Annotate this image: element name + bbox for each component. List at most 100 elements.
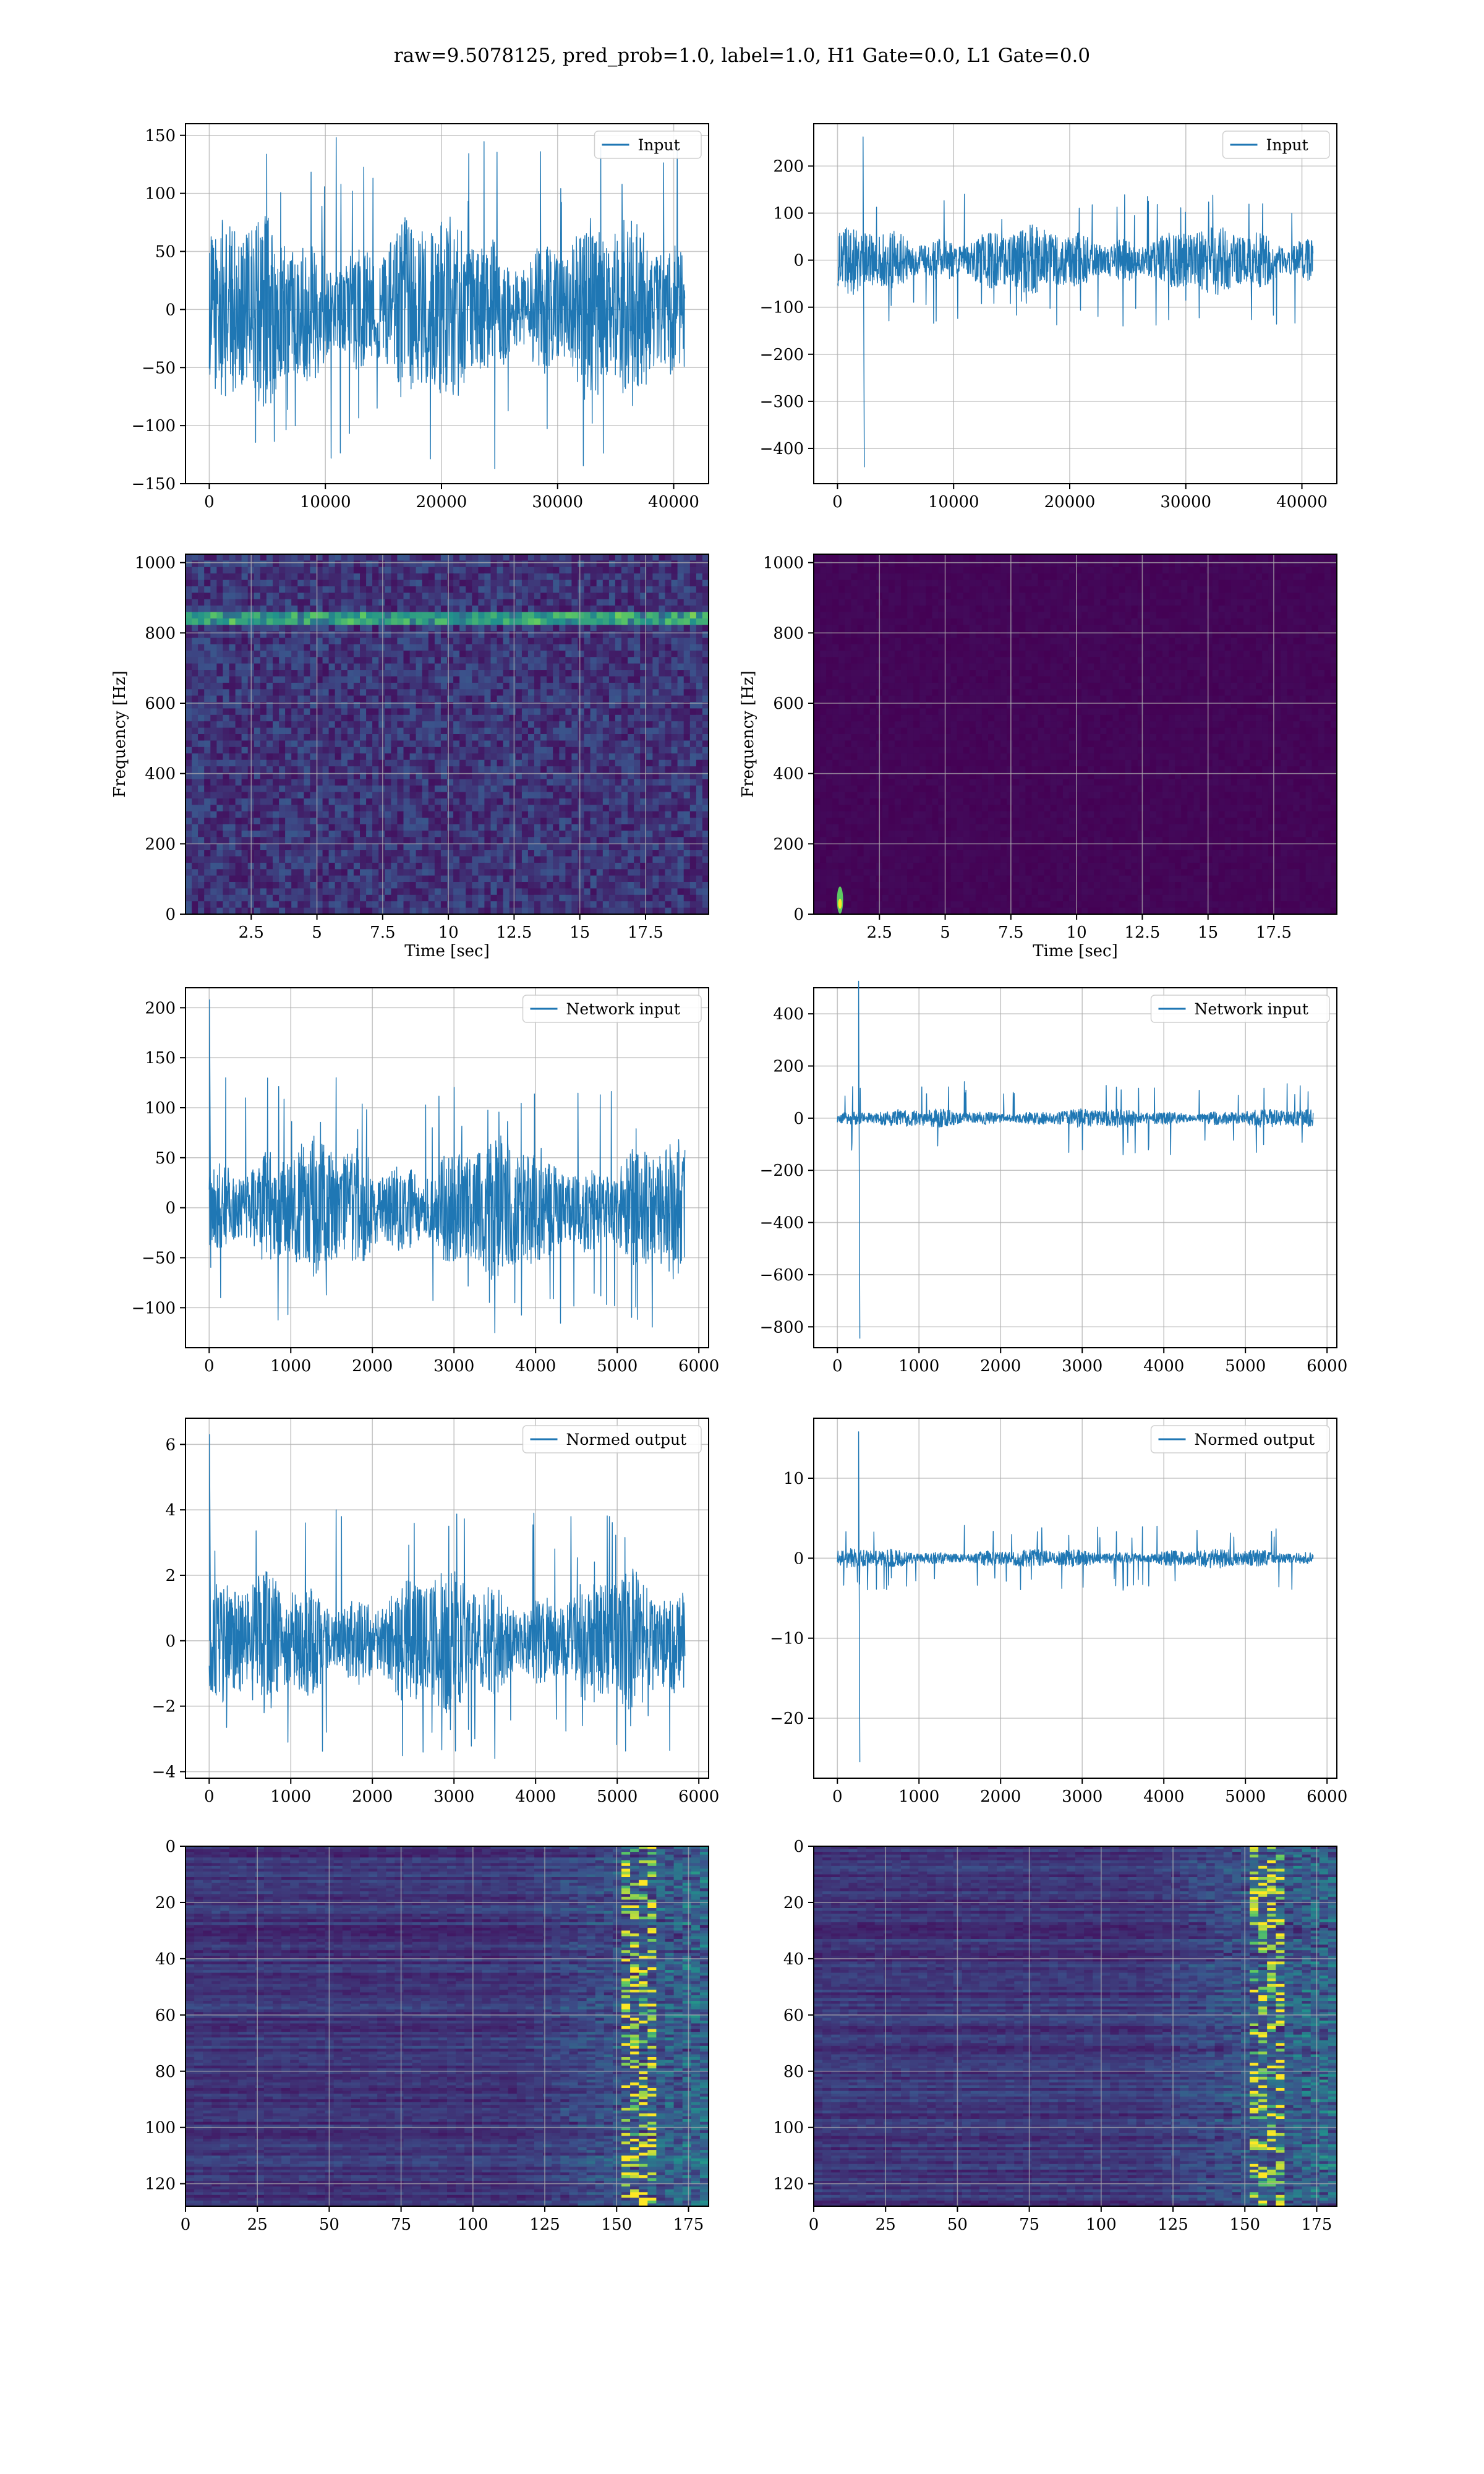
heatmap-cell [689,670,697,677]
heatmap-cell [198,638,205,645]
heatmap-cell [304,625,311,632]
heatmap-cell [521,869,529,876]
heatmap-cell [683,882,691,889]
heatmap-cell [509,907,516,915]
heatmap-cell [571,586,579,593]
heatmap-cell [665,682,672,690]
heatmap-cell [521,792,529,799]
heatmap-cell [646,875,653,883]
heatmap-cell [422,862,429,870]
heatmap-cell [285,779,292,786]
heatmap-cell [434,580,441,587]
heatmap-cell [515,599,522,606]
heatmap-cell [428,882,435,889]
heatmap-cell [602,618,610,625]
heatmap-cell [385,773,391,780]
heatmap-cell [702,682,709,690]
heatmap-cell [950,560,958,568]
heatmap-cell [490,625,498,632]
heatmap-cell [565,888,573,896]
heatmap-cell [440,644,448,651]
y-tick-label: −300 [760,393,804,411]
heatmap-cell [503,869,510,876]
heatmap-cell [689,727,697,735]
heatmap-cell [559,747,566,754]
heatmap-cell [527,676,535,683]
heatmap-cell [428,573,435,581]
heatmap-cell [434,882,441,889]
heatmap-cell [285,721,292,729]
heatmap-cell [434,593,441,600]
heatmap-cell [297,670,304,677]
heatmap-cell [192,650,198,657]
heatmap-cell [328,670,336,677]
heatmap-cell [360,805,367,812]
heatmap-cell [578,612,585,619]
heatmap-cell [316,676,323,683]
heatmap-cell [422,875,429,883]
heatmap-cell [534,625,541,632]
heatmap-cell [527,721,535,729]
heatmap-cell [484,875,492,883]
heatmap-cell [266,888,273,896]
heatmap-cell [422,740,429,748]
heatmap-cell [397,560,404,568]
heatmap-cell [434,811,441,818]
heatmap-cell [534,618,541,625]
heatmap-cell [497,708,504,716]
heatmap-cell [565,734,573,741]
heatmap-cell [497,882,504,889]
heatmap-cell [409,856,417,863]
heatmap-cell [590,708,597,716]
heatmap-cell [503,811,510,818]
heatmap-cell [621,631,628,638]
heatmap-cell [279,792,286,799]
heatmap-cell [322,753,330,761]
heatmap-cell [440,811,448,818]
heatmap-cell [634,792,641,799]
heatmap-cell [478,721,485,729]
heatmap-cell [229,606,236,613]
heatmap-cell [341,805,348,812]
heatmap-cell [677,818,684,825]
heatmap-cell [341,856,348,863]
heatmap-cell [360,907,367,915]
heatmap-cell [677,869,684,876]
heatmap-cell [602,682,610,690]
heatmap-cell [652,708,660,716]
heatmap-cell [565,792,573,799]
heatmap-cell [472,670,479,677]
heatmap-cell [547,695,553,703]
heatmap-cell [453,599,460,606]
heatmap-cell [328,714,336,722]
heatmap-cell [671,869,678,876]
heatmap-cell [198,875,205,883]
heatmap-cell [235,888,242,896]
heatmap-cell [608,753,616,761]
heatmap-cell [628,663,634,670]
heatmap-cell [702,702,709,709]
heatmap-cell [547,554,553,561]
heatmap-cell [571,676,579,683]
heatmap-cell [677,625,684,632]
heatmap-cell [527,638,535,645]
heatmap-cell [1299,554,1307,561]
heatmap-cell [547,888,553,896]
heatmap-cell [241,734,249,741]
heatmap-cell [677,824,684,831]
heatmap-cell [372,682,379,690]
heatmap-cell [571,818,579,825]
heatmap-cell [440,560,448,568]
heatmap-cell [490,606,498,613]
heatmap-cell [235,773,242,780]
heatmap-cell [378,798,385,805]
heatmap-cell [490,663,498,670]
heatmap-cell [571,779,579,786]
heatmap-cell [553,773,560,780]
heatmap-cell [260,638,267,645]
heatmap-cell [260,663,267,670]
heatmap-cell [509,670,516,677]
heatmap-cell [310,779,317,786]
heatmap-cell [497,663,504,670]
heatmap-cell [621,907,628,915]
